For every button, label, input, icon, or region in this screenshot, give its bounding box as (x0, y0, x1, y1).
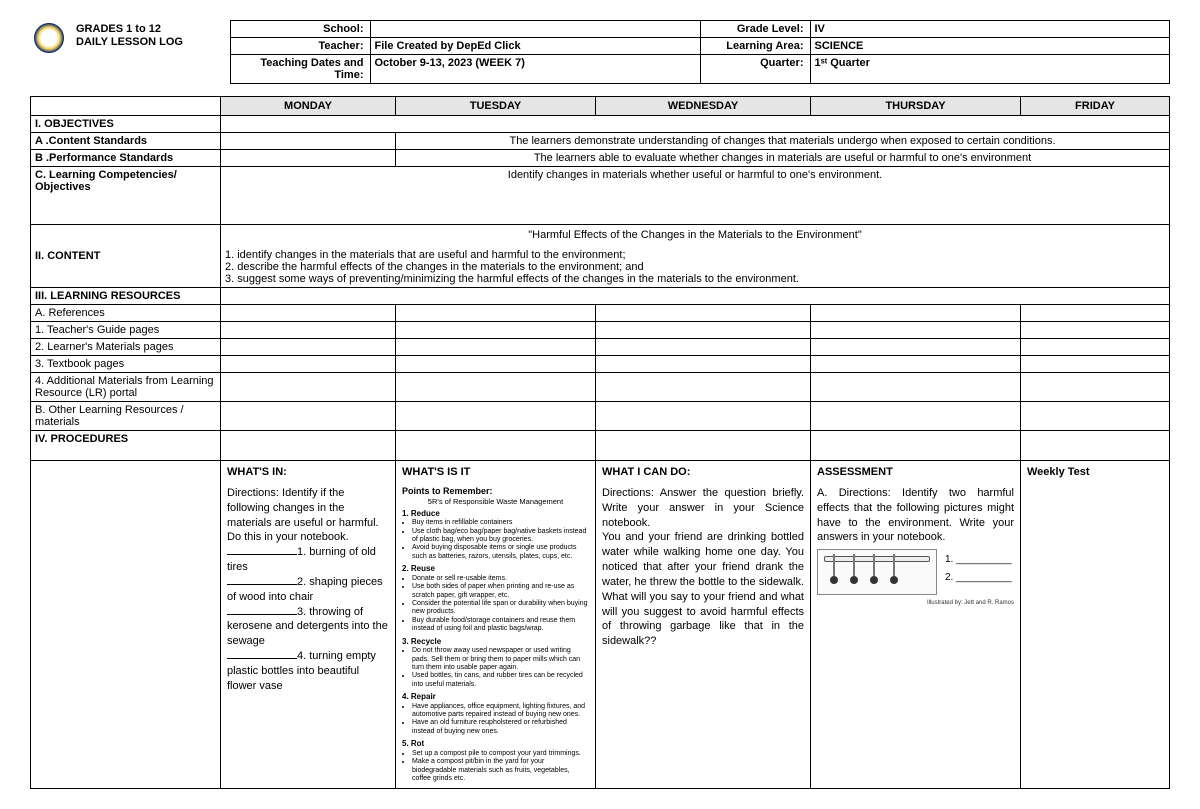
col-thu: THURSDAY (811, 97, 1021, 116)
title-line2: DAILY LESSON LOG (76, 36, 183, 48)
content-item3: 3. suggest some ways of preventing/minim… (225, 273, 1165, 285)
tue-b2a: Donate or sell re-usable items. (412, 575, 589, 583)
tue-h5: 5. Rot (402, 739, 589, 749)
row-objectives: I. OBJECTIVES (31, 116, 221, 133)
value-teacher: File Created by DepEd Click (370, 38, 700, 55)
row-tb: 3. Textbook pages (31, 356, 221, 373)
tue-h4: 4. Repair (402, 692, 589, 702)
proc-mon: WHAT'S IN: Directions: Identify if the f… (221, 461, 396, 789)
row-perf-std: B .Performance Standards (31, 150, 221, 167)
label-dates: Teaching Dates and Time: (230, 55, 370, 84)
proc-fri-head: Weekly Test (1027, 465, 1163, 480)
tue-title: Points to Remember: (402, 486, 589, 497)
tue-b1b: Use cloth bag/eco bag/paper bag/native b… (412, 528, 589, 545)
tue-b2d: Buy durable food/storage containers and … (412, 617, 589, 634)
header-table: GRADES 1 to 12 DAILY LESSON LOG School: … (30, 20, 1170, 84)
tue-h2: 2. Reuse (402, 564, 589, 574)
proc-thu-head: ASSESSMENT (817, 465, 1014, 480)
proc-tue-head: WHAT'S IS IT (402, 465, 589, 480)
row-tg: 1. Teacher's Guide pages (31, 322, 221, 339)
proc-mon-i4: 4. turning empty plastic bottles into be… (227, 650, 376, 692)
tue-b5b: Make a compost pit/bin in the yard for y… (412, 758, 589, 783)
proc-mon-dir: Directions: Identify if the following ch… (227, 486, 389, 545)
val-content-std: The learners demonstrate understanding o… (396, 133, 1170, 150)
proc-wed-head: WHAT I CAN DO: (602, 465, 804, 480)
proc-thu-body: A. Directions: Identify two harmful effe… (817, 486, 1014, 545)
tue-b4b: Have an old furniture reupholstered or r… (412, 719, 589, 736)
content-item1: 1. identify changes in the materials tha… (225, 249, 1165, 261)
logo-cell (30, 21, 68, 58)
thu-ans1: 1. __________ (945, 553, 1012, 567)
proc-thu: ASSESSMENT A. Directions: Identify two h… (811, 461, 1021, 789)
row-content: II. CONTENT (31, 225, 221, 288)
tue-h3: 3. Recycle (402, 637, 589, 647)
tue-b5a: Set up a compost pile to compost your ya… (412, 750, 589, 758)
row-content-std: A .Content Standards (31, 133, 221, 150)
col-wed: WEDNESDAY (596, 97, 811, 116)
matches-image-icon (817, 549, 937, 595)
deped-logo-icon (34, 23, 64, 53)
proc-mon-i2: 2. shaping pieces of wood into chair (227, 576, 383, 603)
value-area: SCIENCE (810, 38, 1170, 55)
value-school (370, 21, 700, 38)
content-title: "Harmful Effects of the Changes in the M… (225, 229, 1165, 241)
tue-b1a: Buy items in refillable containers (412, 519, 589, 527)
label-teacher: Teacher: (230, 38, 370, 55)
row-procedures: IV. PROCEDURES (31, 431, 221, 461)
tue-h1: 1. Reduce (402, 509, 589, 519)
val-learning-comp: Identify changes in materials whether us… (221, 167, 1170, 225)
thu-ans2: 2. __________ (945, 571, 1012, 585)
tue-b3a: Do not throw away used newspaper or used… (412, 647, 589, 672)
row-resources: III. LEARNING RESOURCES (31, 288, 221, 305)
thu-credit: Illustrated by: Jett and R. Ramos (817, 599, 1014, 607)
row-other: B. Other Learning Resources / materials (31, 402, 221, 431)
tue-b2b: Use both sides of paper when printing an… (412, 583, 589, 600)
doc-title: GRADES 1 to 12 DAILY LESSON LOG (68, 21, 230, 58)
lesson-table: MONDAY TUESDAY WEDNESDAY THURSDAY FRIDAY… (30, 96, 1170, 789)
value-quarter: 1ˢᵗ Quarter (810, 55, 1170, 84)
label-quarter: Quarter: (700, 55, 810, 84)
row-refs: A. References (31, 305, 221, 322)
label-school: School: (230, 21, 370, 38)
tue-b4a: Have appliances, office equipment, light… (412, 703, 589, 720)
tue-sub: 5R's of Responsible Waste Management (402, 497, 589, 506)
tue-b1c: Avoid buying disposable items or single … (412, 544, 589, 561)
title-line1: GRADES 1 to 12 (76, 23, 161, 35)
row-learning-comp: C. Learning Competencies/ Objectives (31, 167, 221, 225)
label-area: Learning Area: (700, 38, 810, 55)
row-add: 4. Additional Materials from Learning Re… (31, 373, 221, 402)
col-tue: TUESDAY (396, 97, 596, 116)
value-grade: IV (810, 21, 1170, 38)
proc-wed-body: Directions: Answer the question briefly.… (602, 486, 804, 649)
val-content: "Harmful Effects of the Changes in the M… (221, 225, 1170, 288)
proc-wed: WHAT I CAN DO: Directions: Answer the qu… (596, 461, 811, 789)
proc-tue: WHAT'S IS IT Points to Remember: 5R's of… (396, 461, 596, 789)
proc-mon-i1: 1. burning of old tires (227, 546, 376, 573)
tue-b2c: Consider the potential life span or dura… (412, 600, 589, 617)
content-item2: 2. describe the harmful effects of the c… (225, 261, 1165, 273)
col-mon: MONDAY (221, 97, 396, 116)
proc-mon-i3: 3. throwing of kerosene and detergents i… (227, 606, 388, 648)
label-grade: Grade Level: (700, 21, 810, 38)
tue-b3b: Used bottles, tin cans, and rubber tires… (412, 672, 589, 689)
value-dates: October 9-13, 2023 (WEEK 7) (370, 55, 700, 84)
col-fri: FRIDAY (1021, 97, 1170, 116)
val-perf-std: The learners able to evaluate whether ch… (396, 150, 1170, 167)
proc-mon-head: WHAT'S IN: (227, 465, 389, 480)
proc-fri: Weekly Test (1021, 461, 1170, 789)
row-lm: 2. Learner's Materials pages (31, 339, 221, 356)
